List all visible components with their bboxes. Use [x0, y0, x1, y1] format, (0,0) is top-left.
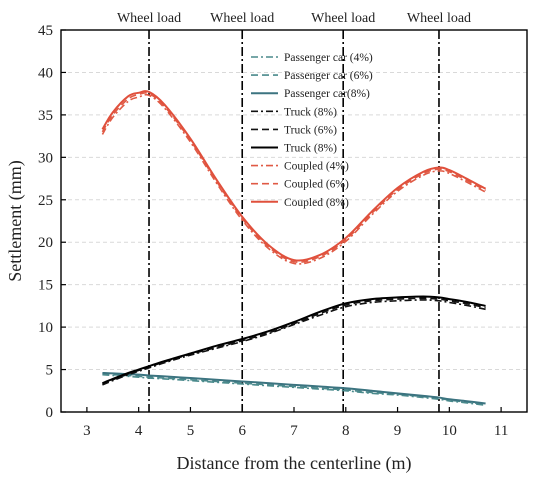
x-tick-label-7: 10 [442, 423, 457, 439]
y-tick-label-6: 30 [38, 150, 53, 166]
series-line-6 [102, 295, 486, 385]
x-tick-label-8: 11 [494, 423, 508, 439]
legend-label-6: Truck (8%) [284, 143, 337, 155]
y-tick-label-5: 25 [38, 193, 53, 209]
series-line-1 [102, 373, 486, 407]
y-axis-title: Settlement (mm) [5, 160, 26, 281]
wheel-load-label-2: Wheel load [210, 11, 274, 26]
y-tick-label-2: 10 [38, 320, 53, 336]
series-line-8 [101, 92, 486, 263]
legend-label-1: Passenger car (4%) [284, 52, 373, 64]
legend-label-4: Truck (8%) [284, 106, 337, 118]
legend: Passenger car (4%) Passenger car (6%) Pass… [251, 52, 373, 209]
y-tick-label-9: 45 [38, 23, 53, 39]
y-tick-label-4: 20 [38, 235, 53, 251]
series-line-3 [102, 371, 486, 405]
x-tick-label-4: 7 [290, 423, 298, 439]
y-tick-label-7: 35 [38, 108, 53, 124]
legend-label-8: Coupled (6%) [284, 179, 349, 191]
series-line-5 [102, 297, 486, 385]
grid-lines [61, 71, 527, 371]
wheel-load-label-1: Wheel load [117, 11, 181, 26]
x-axis-title: Distance from the centerline (m) [177, 453, 412, 474]
series-lines [101, 90, 487, 407]
legend-label-2: Passenger car (6%) [284, 70, 373, 82]
x-tick-label-2: 5 [187, 423, 195, 439]
y-tick-label-1: 5 [46, 363, 54, 379]
wheel-load-label-3: Wheel load [311, 11, 375, 26]
x-tick-label-1: 4 [135, 423, 143, 439]
y-tick-label-0: 0 [46, 405, 54, 421]
series-line-9 [101, 90, 487, 262]
series-line-4 [102, 299, 486, 386]
wheel-load-label-4: Wheel load [407, 11, 471, 26]
x-tick-label-5: 8 [342, 423, 350, 439]
series-line-2 [102, 373, 486, 406]
x-tick-label-0: 3 [83, 423, 91, 439]
y-tick-label-8: 40 [38, 65, 53, 81]
y-tick-label-3: 15 [38, 278, 53, 294]
legend-label-9: Coupled (8%) [284, 197, 349, 209]
series-line-7 [101, 93, 486, 265]
legend-label-5: Truck (6%) [284, 124, 337, 136]
legend-label-3: Passenger car(8%) [284, 88, 370, 100]
x-tick-label-3: 6 [238, 423, 246, 439]
legend-label-7: Coupled (4%) [284, 161, 349, 173]
x-tick-label-6: 9 [394, 423, 402, 439]
